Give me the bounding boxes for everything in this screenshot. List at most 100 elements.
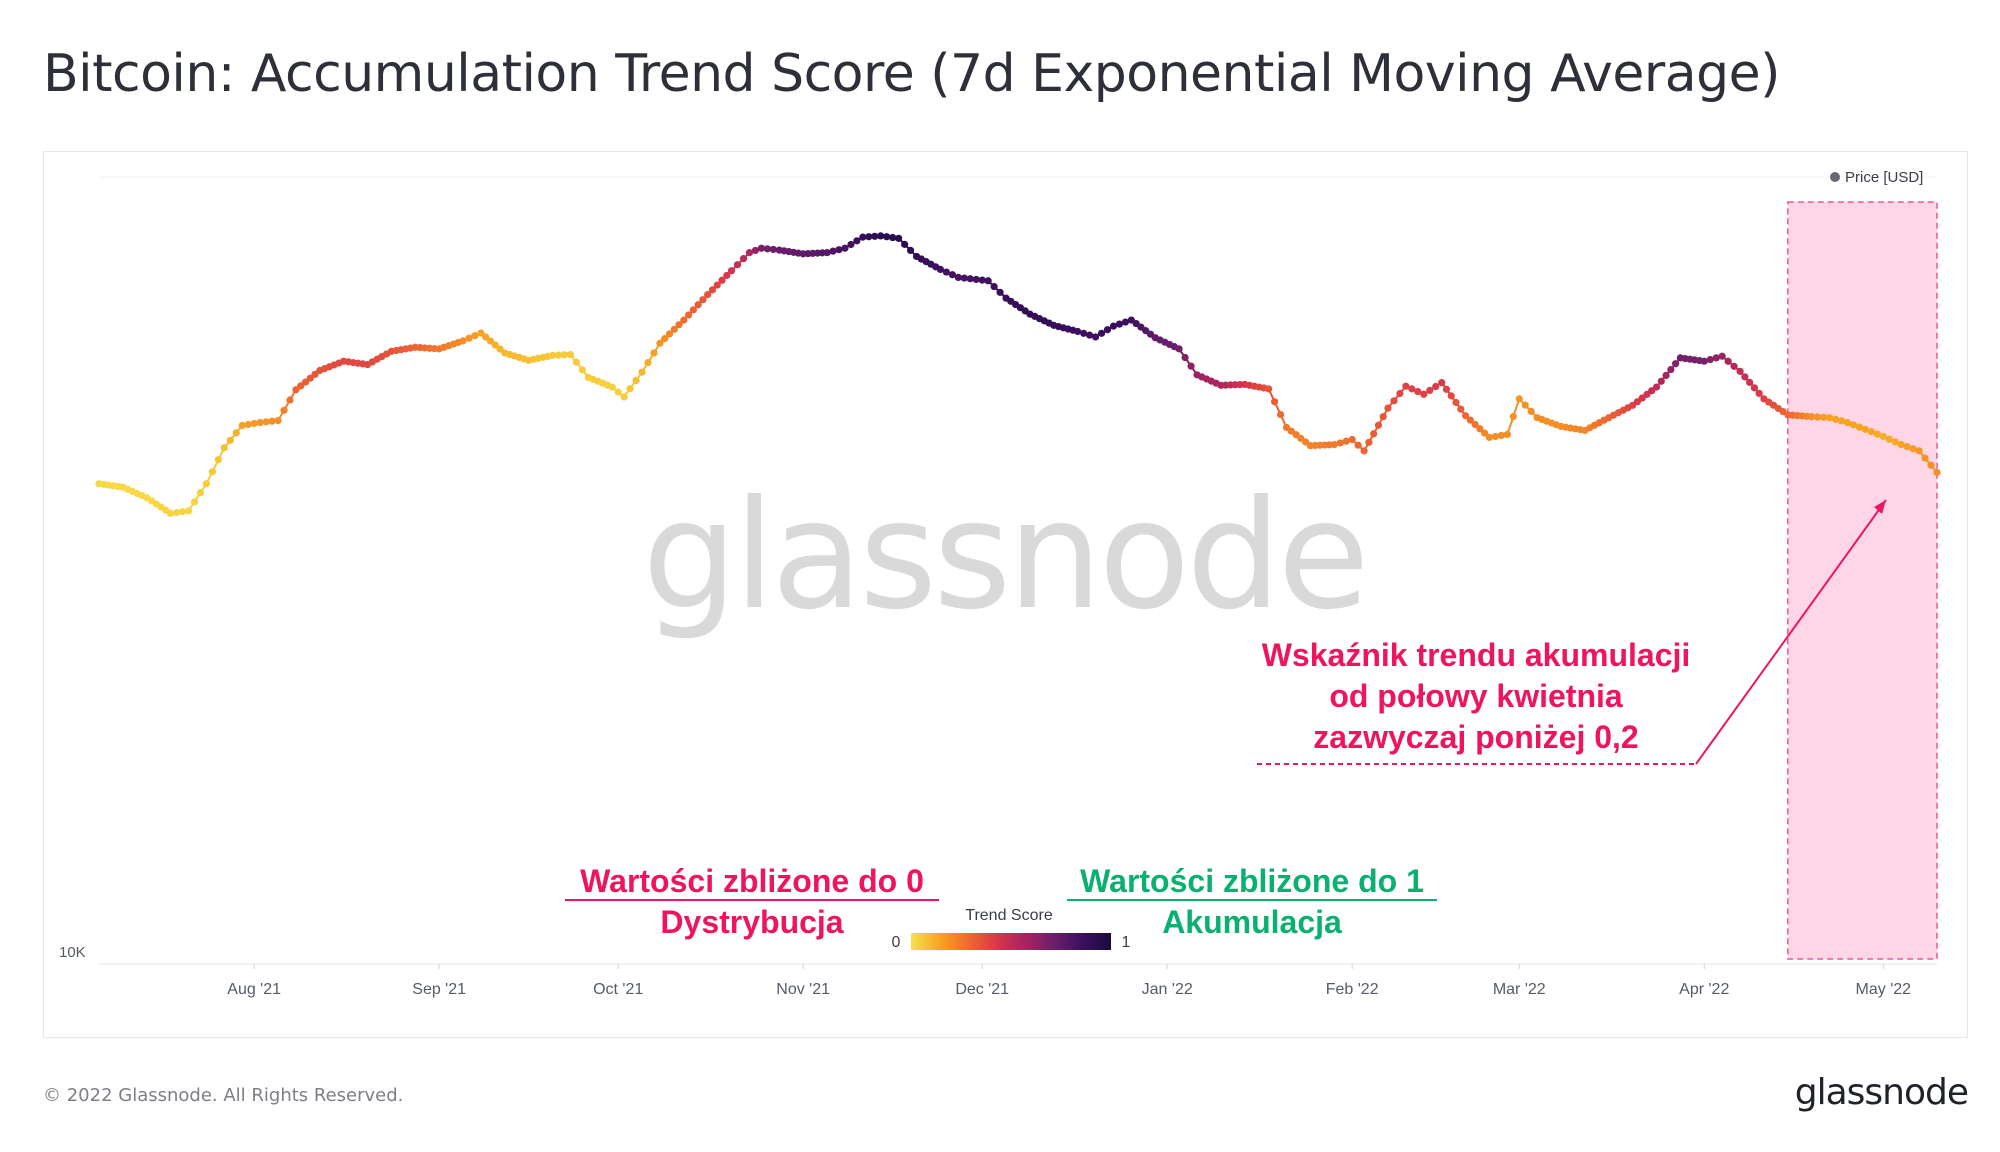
price-point: [1414, 387, 1422, 396]
price-point: [220, 444, 228, 452]
price-point: [256, 418, 264, 427]
price-point: [1420, 390, 1428, 398]
price-point: [847, 240, 855, 249]
price-point: [1820, 413, 1828, 421]
price-point: [1354, 441, 1362, 449]
price-point: [689, 306, 697, 314]
price-point: [1718, 352, 1726, 360]
price-point: [172, 508, 181, 517]
price-point: [757, 244, 765, 252]
price-point: [1915, 447, 1923, 455]
price-point: [238, 421, 246, 430]
price-point: [1396, 389, 1404, 398]
price-point: [1271, 398, 1279, 406]
callout-arrow-head: [1874, 500, 1886, 514]
distribution-label-line1: Wartości zbliżone do 0: [580, 863, 924, 899]
price-point: [751, 246, 760, 255]
price-point: [1360, 447, 1368, 455]
colorbar-max-label: 1: [1122, 934, 1131, 951]
price-point: [665, 330, 674, 338]
price-point: [1481, 429, 1489, 437]
price-point: [1497, 431, 1505, 440]
price-point: [835, 246, 843, 254]
price-point: [280, 406, 288, 414]
price-point: [482, 333, 490, 341]
price-point: [167, 509, 175, 517]
price-point: [684, 311, 693, 319]
price-point: [1814, 413, 1822, 421]
price-point: [733, 261, 742, 269]
price-point: [1109, 322, 1118, 330]
price-point: [661, 335, 669, 343]
price-point: [572, 358, 581, 366]
price-point: [311, 370, 319, 378]
price-point: [465, 334, 473, 342]
price-point: [1426, 386, 1434, 395]
price-point: [477, 329, 485, 337]
price-point: [859, 233, 867, 241]
price-point: [1447, 392, 1455, 400]
price-point: [727, 267, 736, 275]
price-point: [250, 419, 258, 428]
price-point: [1879, 432, 1887, 441]
price-point: [626, 385, 634, 393]
price-point: [1667, 365, 1675, 374]
x-tick-label: Nov '21: [776, 981, 830, 998]
price-point: [1509, 413, 1517, 421]
price-point: [996, 288, 1004, 296]
price-point: [1730, 362, 1738, 370]
price-point: [1491, 432, 1500, 441]
legend-marker: [1830, 172, 1840, 182]
price-point: [1825, 414, 1834, 422]
price-point: [718, 276, 726, 284]
highlight-region: [1787, 201, 1938, 960]
colorbar: [911, 933, 1111, 950]
price-point: [306, 374, 314, 382]
price-point: [694, 301, 702, 309]
price-point: [1712, 354, 1720, 362]
price-point: [566, 350, 575, 359]
price-point: [841, 244, 849, 252]
price-point: [608, 383, 616, 391]
x-tick-label: Sep '21: [412, 981, 466, 998]
price-point: [1831, 415, 1840, 423]
price-point: [471, 332, 479, 340]
price-point: [745, 249, 754, 257]
x-tick-label: Jan '22: [1142, 981, 1193, 998]
price-point: [670, 325, 678, 333]
price-point: [226, 436, 234, 444]
legend-label: Price [USD]: [1845, 169, 1923, 186]
price-point: [1438, 379, 1446, 387]
price-point: [1700, 357, 1708, 365]
distribution-label-line2: Dystrybucja: [660, 904, 843, 940]
x-tick-label: Dec '21: [955, 981, 1009, 998]
price-point: [1652, 383, 1661, 391]
price-point: [990, 282, 998, 291]
price-point: [614, 388, 622, 396]
price-point: [1276, 410, 1285, 419]
price-point: [554, 351, 563, 359]
price-point: [262, 418, 270, 426]
price-point: [936, 265, 945, 274]
price-point: [244, 420, 252, 429]
price-point: [1849, 421, 1858, 429]
x-tick-label: Mar '22: [1493, 981, 1546, 998]
price-point: [853, 237, 861, 245]
price-point: [966, 275, 974, 283]
price-point: [763, 245, 771, 253]
page-title: Bitcoin: Accumulation Trend Score (7d Ex…: [43, 44, 1780, 104]
price-point: [1175, 345, 1183, 353]
price-point: [1121, 318, 1130, 326]
price-point: [1379, 413, 1387, 421]
callout-line: zazwyczaj poniżej 0,2: [1313, 719, 1638, 755]
price-point: [942, 268, 950, 276]
price-point: [1466, 416, 1474, 424]
price-point: [871, 232, 879, 240]
price-point: [675, 321, 683, 329]
price-point: [1903, 443, 1911, 451]
price-point: [286, 396, 294, 404]
copyright-text: © 2022 Glassnode. All Rights Reserved.: [43, 1085, 404, 1106]
price-point: [548, 351, 557, 360]
price-point: [972, 275, 980, 284]
price-point: [1181, 353, 1189, 362]
